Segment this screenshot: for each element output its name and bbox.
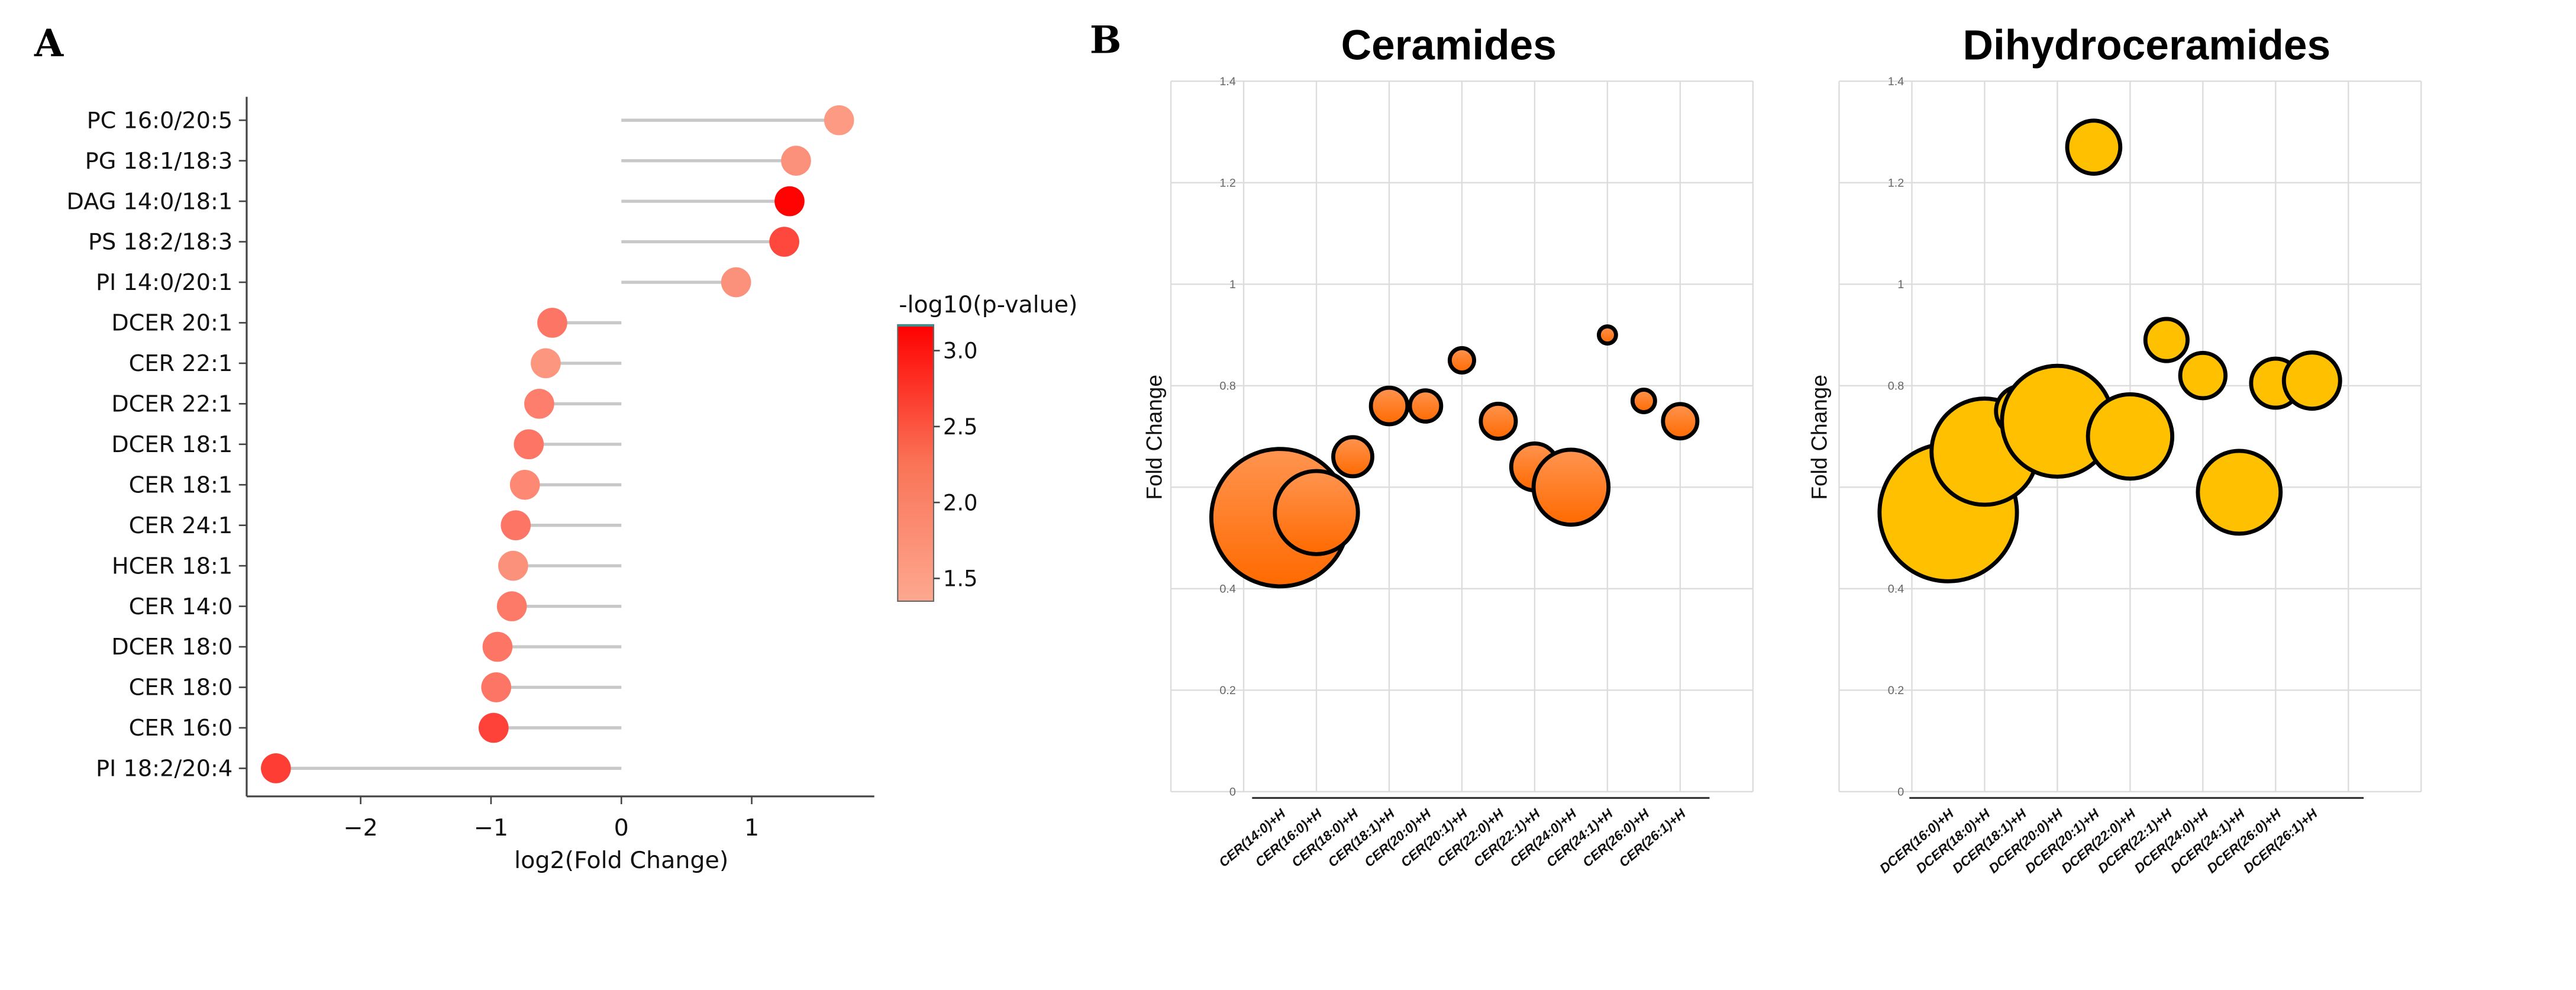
y-tick-label: DCER 22:1 — [111, 391, 233, 418]
bubble — [1368, 385, 1410, 427]
lollipop-dot — [478, 712, 509, 743]
y-tick-label: 1 — [1897, 278, 1904, 291]
y-tick-label: CER 16:0 — [129, 715, 233, 741]
bubble — [2086, 392, 2175, 481]
ceramides-bubble-chart: 00.20.40.60.811.21.4CER(14:0)+HCER(16:0)… — [1170, 75, 1754, 870]
x-tick-label: 0 — [614, 814, 629, 841]
y-tick-label: 1 — [1229, 278, 1236, 291]
lollipop-dot — [537, 308, 567, 338]
lollipop-chart: −2 −1 0 1 PC 16:0/20:5 PG 18:1/18:3 DAG 14:0/1… — [66, 96, 874, 841]
dihydroceramides-y-axis-title: Fold Change — [1807, 375, 1831, 500]
panel-letter-a: A — [34, 21, 64, 65]
x-tick-label: −1 — [474, 814, 508, 841]
ceramides-title: Ceramides — [1341, 22, 1557, 69]
y-tick-label: 1.2 — [1888, 176, 1904, 189]
dihydroceramides-bubble-chart: 00.20.40.60.811.21.4DCER(16:0)+HDCER(18:… — [1838, 75, 2422, 876]
y-tick-label: CER 22:1 — [129, 350, 233, 377]
colorbar-tick-label: 1.5 — [943, 566, 978, 592]
lollipop-dot — [501, 510, 531, 541]
y-tick-label: CER 18:0 — [129, 675, 233, 701]
colorbar-ticks: 3.0 2.5 2.0 1.5 — [933, 338, 978, 592]
lollipop-dot — [482, 631, 513, 662]
y-tick-label: DAG 14:0/18:1 — [66, 188, 233, 215]
bubble — [2178, 350, 2228, 401]
y-tick-label: 1.4 — [1888, 75, 1904, 88]
y-tick-label: CER 24:1 — [129, 512, 233, 539]
y-tick-label: DCER 20:1 — [111, 310, 233, 337]
y-tick-label: 1.4 — [1219, 75, 1236, 88]
y-tick-label: PG 18:1/18:3 — [85, 148, 233, 175]
x-axis-title: log2(Fold Change) — [514, 847, 728, 874]
ceramides-y-axis-title: Fold Change — [1142, 375, 1166, 500]
bubble — [1273, 469, 1360, 556]
bubble — [1596, 324, 1618, 346]
panel-letter-b: B — [1090, 18, 1122, 62]
lollipop-dot — [524, 389, 554, 419]
y-tick-label: CER 14:0 — [129, 594, 233, 620]
bubble — [2281, 350, 2342, 411]
y-tick-label: 0.8 — [1219, 379, 1236, 392]
bubble — [1331, 435, 1374, 479]
y-tick-label: PI 18:2/20:4 — [96, 756, 233, 782]
dihydroceramides-title: Dihydroceramides — [1963, 22, 2331, 69]
y-tick-label: CER 18:1 — [129, 472, 233, 498]
bubble — [2143, 317, 2190, 363]
bubble — [1531, 447, 1611, 527]
bubble — [1408, 388, 1444, 424]
colorbar-title: -log10(p-value) — [899, 291, 1077, 318]
y-tick-label: 1.2 — [1219, 176, 1236, 189]
y-tick-label: PS 18:2/18:3 — [88, 229, 233, 256]
y-tick-label: DCER 18:0 — [111, 634, 233, 660]
bubble — [2196, 449, 2283, 536]
bubble — [1479, 401, 1518, 441]
lollipop-dot — [514, 429, 544, 460]
colorbar-tick-label: 2.5 — [943, 414, 978, 440]
y-tick-label: HCER 18:1 — [112, 553, 233, 579]
lollipop-dot — [781, 146, 811, 176]
lollipop-dot — [721, 267, 751, 298]
lollipop-dot — [509, 469, 540, 500]
y-tick-label: 0 — [1897, 785, 1904, 798]
lollipop-dot — [824, 105, 854, 136]
y-tick-label: 0.2 — [1888, 684, 1904, 697]
y-tick-label: 0.4 — [1219, 582, 1236, 595]
lollipop-dot — [769, 227, 799, 257]
lollipop-dot — [531, 348, 561, 379]
colorbar — [897, 324, 935, 602]
y-tick-label: PI 14:0/20:1 — [96, 269, 233, 296]
colorbar-tick-label: 2.0 — [943, 490, 978, 515]
colorbar-tick-label: 3.0 — [943, 338, 978, 364]
y-tick-label: DCER 18:1 — [111, 431, 233, 458]
bubble — [1661, 402, 1700, 441]
bubble — [1447, 346, 1476, 375]
bubble — [2065, 118, 2123, 176]
lollipop-dot — [481, 672, 512, 702]
y-tick-label: PC 16:0/20:5 — [87, 107, 233, 134]
y-tick-label: 0.2 — [1219, 684, 1236, 697]
lollipop-dot — [261, 753, 291, 783]
y-tick-label: 0.4 — [1888, 582, 1904, 595]
bubble — [1630, 388, 1657, 414]
x-tick-label: −2 — [343, 814, 377, 841]
lollipop-dot — [774, 186, 805, 217]
x-tick-label: 1 — [744, 814, 759, 841]
y-tick-label: 0 — [1229, 785, 1236, 798]
lollipop-dot — [498, 550, 528, 581]
lollipop-dot — [496, 591, 527, 621]
y-tick-label: 0.8 — [1888, 379, 1904, 392]
